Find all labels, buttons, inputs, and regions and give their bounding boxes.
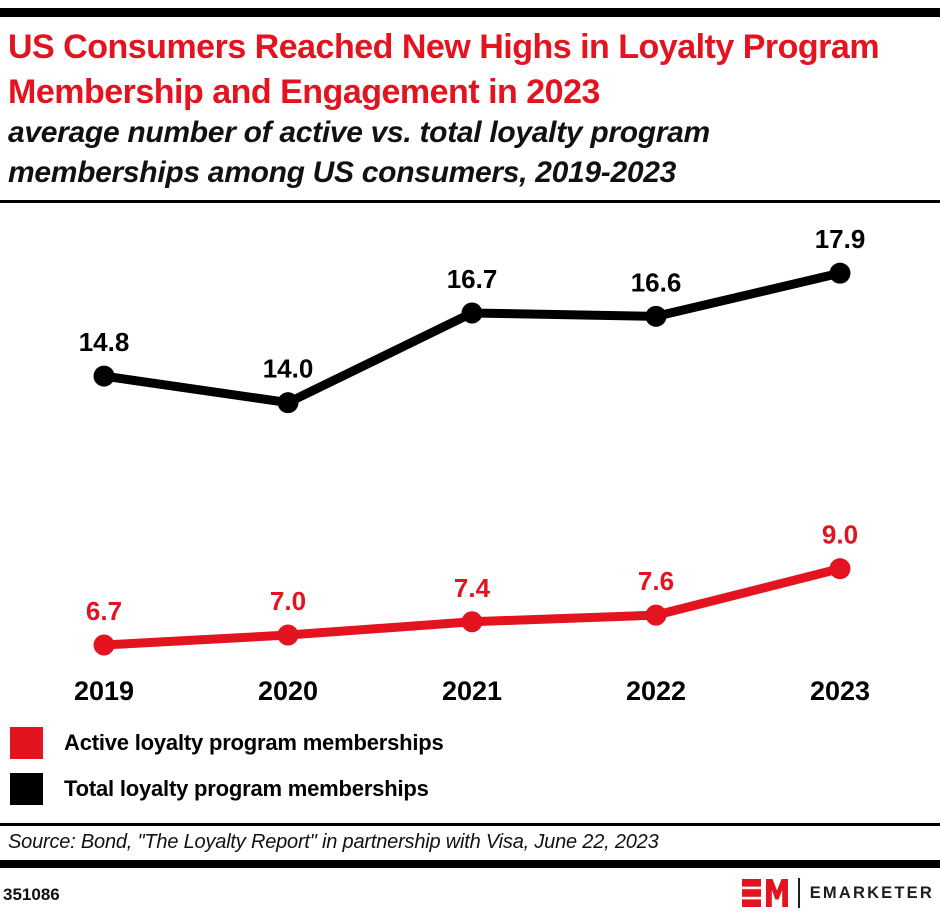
legend-item-active: Active loyalty program memberships: [10, 727, 444, 759]
x-axis-label: 2023: [810, 676, 870, 706]
value-label: 7.6: [638, 566, 674, 596]
top-rule-bar: [0, 8, 940, 17]
source-divider: [0, 823, 940, 826]
legend-swatch-total: [10, 773, 43, 805]
chart-title: US Consumers Reached New Highs in Loyalt…: [8, 28, 880, 111]
x-axis-label: 2022: [626, 676, 686, 706]
value-label: 16.7: [447, 264, 498, 294]
value-label: 9.0: [822, 520, 858, 550]
data-point: [277, 624, 299, 646]
data-point: [829, 262, 851, 284]
legend-label-total: Total loyalty program memberships: [64, 776, 429, 801]
legend-swatch-active: [10, 727, 43, 759]
em-logo-mark-icon: [741, 879, 788, 907]
data-point: [461, 302, 483, 324]
header-divider: [0, 200, 940, 203]
data-point: [645, 604, 667, 626]
chart-subtitle: average number of active vs. total loyal…: [8, 116, 710, 189]
emarketer-logo: EMARKETER: [741, 876, 934, 910]
legend-item-total: Total loyalty program memberships: [10, 773, 444, 805]
chart-legend: Active loyalty program memberships Total…: [10, 727, 444, 805]
value-label: 7.4: [454, 573, 491, 603]
value-label: 6.7: [86, 596, 122, 626]
data-point: [645, 305, 667, 327]
brand-name: EMARKETER: [809, 883, 934, 902]
data-point: [93, 634, 115, 656]
legend-label-active: Active loyalty program memberships: [64, 730, 444, 755]
source-note: Source: Bond, "The Loyalty Report" in pa…: [8, 831, 659, 853]
data-point: [93, 365, 115, 387]
logo-separator: [797, 878, 800, 908]
chart-id: 351086: [3, 885, 60, 904]
value-label: 14.0: [263, 354, 314, 384]
value-label: 17.9: [815, 224, 866, 254]
value-label: 14.8: [79, 327, 130, 357]
x-axis-label: 2021: [442, 676, 502, 706]
data-point: [829, 558, 851, 580]
value-label: 16.6: [631, 267, 682, 297]
data-point: [461, 611, 483, 633]
x-axis-label: 2020: [258, 676, 318, 706]
data-point: [277, 392, 299, 414]
x-axis-label: 2019: [74, 676, 134, 706]
value-label: 7.0: [270, 586, 306, 616]
footer-rule-bar: [0, 860, 940, 868]
line-chart: 14.8 14.0 16.7 16.6 17.9 6.7 7.0 7.4 7.6 9.0 2019 2…: [74, 224, 870, 706]
